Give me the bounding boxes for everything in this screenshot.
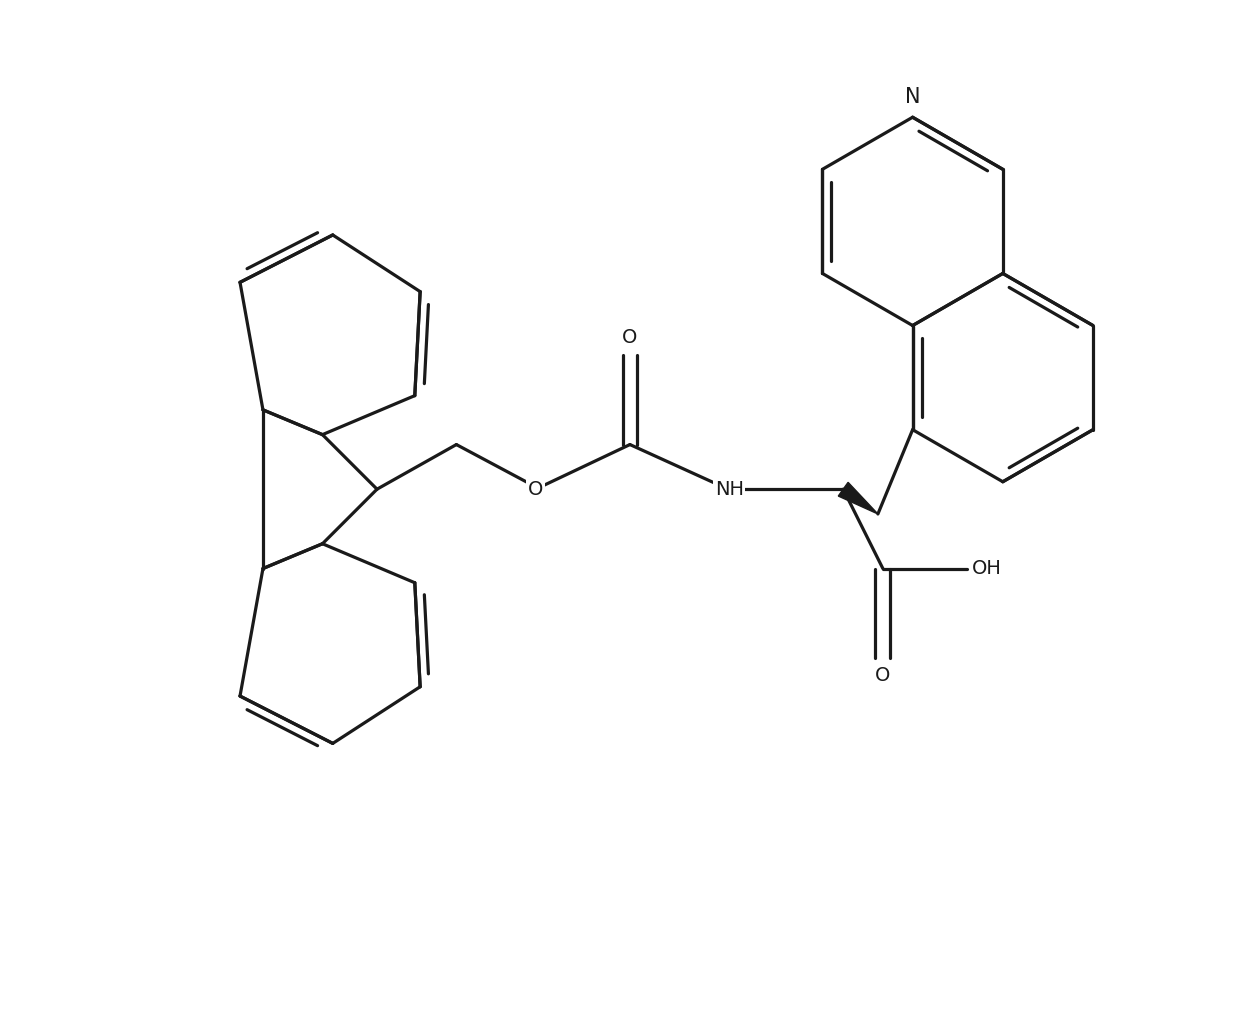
Polygon shape — [839, 482, 878, 514]
Text: O: O — [528, 479, 543, 499]
Text: O: O — [875, 666, 891, 685]
Text: N: N — [905, 87, 921, 108]
Text: NH: NH — [715, 479, 744, 499]
Text: O: O — [622, 329, 638, 347]
Text: OH: OH — [972, 559, 1002, 578]
